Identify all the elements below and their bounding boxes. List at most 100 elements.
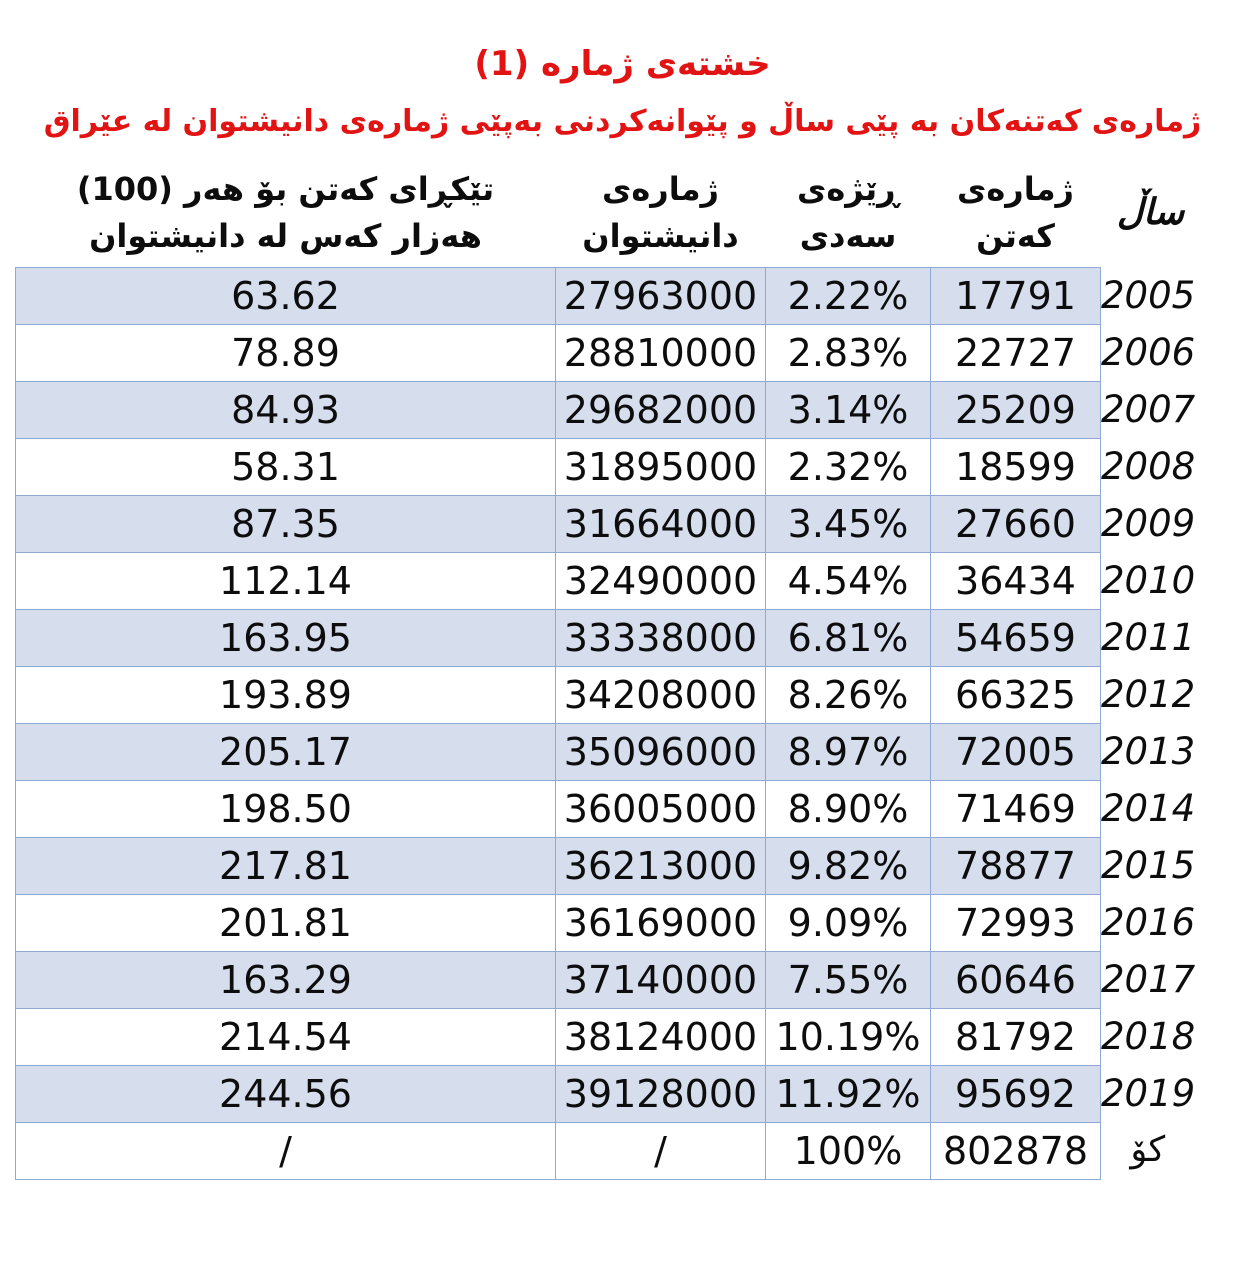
cell-cases: 66325: [930, 665, 1101, 724]
table-row: 2012 66325 8.26% 34208000 193.89: [15, 665, 1201, 724]
cell-year: 2005: [1101, 274, 1196, 317]
cell-population: 32490000: [555, 551, 766, 610]
cell-percent: 2.22%: [765, 266, 931, 325]
cell-percent: 6.81%: [765, 608, 931, 667]
cell-year: 2015: [1101, 844, 1196, 887]
cell-year: 2016: [1101, 901, 1196, 944]
column-header-year: ساڵ: [1116, 191, 1185, 233]
cell-avg: 214.54: [15, 1007, 556, 1066]
cell-cases: 54659: [930, 608, 1101, 667]
cell-avg: 84.93: [15, 380, 556, 439]
cell-avg: 217.81: [15, 836, 556, 895]
table-row: 2016 72993 9.09% 36169000 201.81: [15, 893, 1201, 952]
total-row: کۆ 802878 100% / /: [15, 1121, 1201, 1180]
cell-population: 39128000: [555, 1064, 766, 1123]
cell-cases: 36434: [930, 551, 1101, 610]
cell-percent: 2.83%: [765, 323, 931, 382]
table-row: 2018 81792 10.19% 38124000 214.54: [15, 1007, 1201, 1066]
cell-cases: 72993: [930, 893, 1101, 952]
table-row: 2008 18599 2.32% 31895000 58.31: [15, 437, 1201, 496]
cell-percent: 7.55%: [765, 950, 931, 1009]
cell-avg: 244.56: [15, 1064, 556, 1123]
cell-year: 2009: [1101, 502, 1196, 545]
cell-year: 2008: [1101, 445, 1196, 488]
cell-avg: 198.50: [15, 779, 556, 838]
table-row: 2009 27660 3.45% 31664000 87.35: [15, 494, 1201, 553]
cell-population: 31664000: [555, 494, 766, 553]
cell-cases: 22727: [930, 323, 1101, 382]
header-row: ساڵ ژمارەی کەتن ڕێژەی سەدی ژمارەی دانیشت…: [16, 159, 1201, 267]
cell-avg: 112.14: [15, 551, 556, 610]
cell-percent: 8.97%: [765, 722, 931, 781]
cell-year: 2012: [1101, 673, 1196, 716]
cell-population: 31895000: [555, 437, 766, 496]
table-subtitle: ژمارەی کەتنەکان بە پێی ساڵ و پێوانەکردنی…: [43, 104, 1202, 139]
cell-population: 35096000: [555, 722, 766, 781]
cell-cases: 71469: [930, 779, 1101, 838]
table-row: 2007 25209 3.14% 29682000 84.93: [15, 380, 1201, 439]
cell-population: /: [555, 1121, 766, 1180]
cell-percent: 4.54%: [765, 551, 931, 610]
cell-percent: 10.19%: [765, 1007, 931, 1066]
cell-avg: /: [15, 1121, 556, 1180]
cell-year: 2006: [1101, 331, 1196, 374]
column-header-percent: ڕێژەی سەدی: [797, 170, 899, 255]
cell-cases: 27660: [930, 494, 1101, 553]
cell-population: 28810000: [555, 323, 766, 382]
cell-avg: 205.17: [15, 722, 556, 781]
cell-percent: 2.32%: [765, 437, 931, 496]
cell-percent: 11.92%: [765, 1064, 931, 1123]
column-header-avg-per-100k: تێکڕای کەتن بۆ هەر (100) هەزار کەس لە دا…: [76, 170, 495, 255]
cell-percent: 8.26%: [765, 665, 931, 724]
cell-year: 2007: [1101, 388, 1196, 431]
cell-percent: 3.45%: [765, 494, 931, 553]
cell-population: 27963000: [555, 266, 766, 325]
cases-by-year-table: ساڵ ژمارەی کەتن ڕێژەی سەدی ژمارەی دانیشت…: [15, 159, 1201, 1180]
table-row: 2010 36434 4.54% 32490000 112.14: [15, 551, 1201, 610]
cell-avg: 201.81: [15, 893, 556, 952]
cell-avg: 193.89: [15, 665, 556, 724]
table-row: 2019 95692 11.92% 39128000 244.56: [15, 1064, 1201, 1123]
table-row: 2006 22727 2.83% 28810000 78.89: [15, 323, 1201, 382]
column-header-cases: ژمارەی کەتن: [957, 170, 1074, 255]
cell-year: 2019: [1101, 1072, 1196, 1115]
cell-year: 2010: [1101, 559, 1196, 602]
cell-cases: 25209: [930, 380, 1101, 439]
cell-population: 34208000: [555, 665, 766, 724]
cell-population: 36213000: [555, 836, 766, 895]
cell-population: 38124000: [555, 1007, 766, 1066]
table-row: 2011 54659 6.81% 33338000 163.95: [15, 608, 1201, 667]
cell-cases: 802878: [930, 1121, 1101, 1180]
cell-avg: 63.62: [15, 266, 556, 325]
table-row: 2017 60646 7.55% 37140000 163.29: [15, 950, 1201, 1009]
cell-avg: 163.95: [15, 608, 556, 667]
column-header-population: ژمارەی دانیشتوان: [582, 170, 739, 255]
cell-percent: 3.14%: [765, 380, 931, 439]
cell-cases: 72005: [930, 722, 1101, 781]
cell-year: 2017: [1101, 958, 1196, 1001]
cell-percent: 9.82%: [765, 836, 931, 895]
cell-cases: 17791: [930, 266, 1101, 325]
cell-year: کۆ: [1130, 1130, 1166, 1170]
table-body: 2005 17791 2.22% 27963000 63.62 2006 22727 2.83…: [15, 266, 1201, 1180]
cell-population: 29682000: [555, 380, 766, 439]
cell-cases: 60646: [930, 950, 1101, 1009]
cell-avg: 87.35: [15, 494, 556, 553]
cell-percent: 9.09%: [765, 893, 931, 952]
cell-population: 36005000: [555, 779, 766, 838]
cell-population: 33338000: [555, 608, 766, 667]
cell-year: 2018: [1101, 1015, 1196, 1058]
cell-cases: 78877: [930, 836, 1101, 895]
cell-percent: 100%: [765, 1121, 931, 1180]
table-row: 2015 78877 9.82% 36213000 217.81: [15, 836, 1201, 895]
cell-cases: 18599: [930, 437, 1101, 496]
cell-avg: 58.31: [15, 437, 556, 496]
cell-population: 36169000: [555, 893, 766, 952]
cell-cases: 81792: [930, 1007, 1101, 1066]
cell-population: 37140000: [555, 950, 766, 1009]
table-row: 2013 72005 8.97% 35096000 205.17: [15, 722, 1201, 781]
table-title: خشتەی ژمارە (1): [474, 44, 771, 84]
cell-year: 2014: [1101, 787, 1196, 830]
table-row: 2014 71469 8.90% 36005000 198.50: [15, 779, 1201, 838]
